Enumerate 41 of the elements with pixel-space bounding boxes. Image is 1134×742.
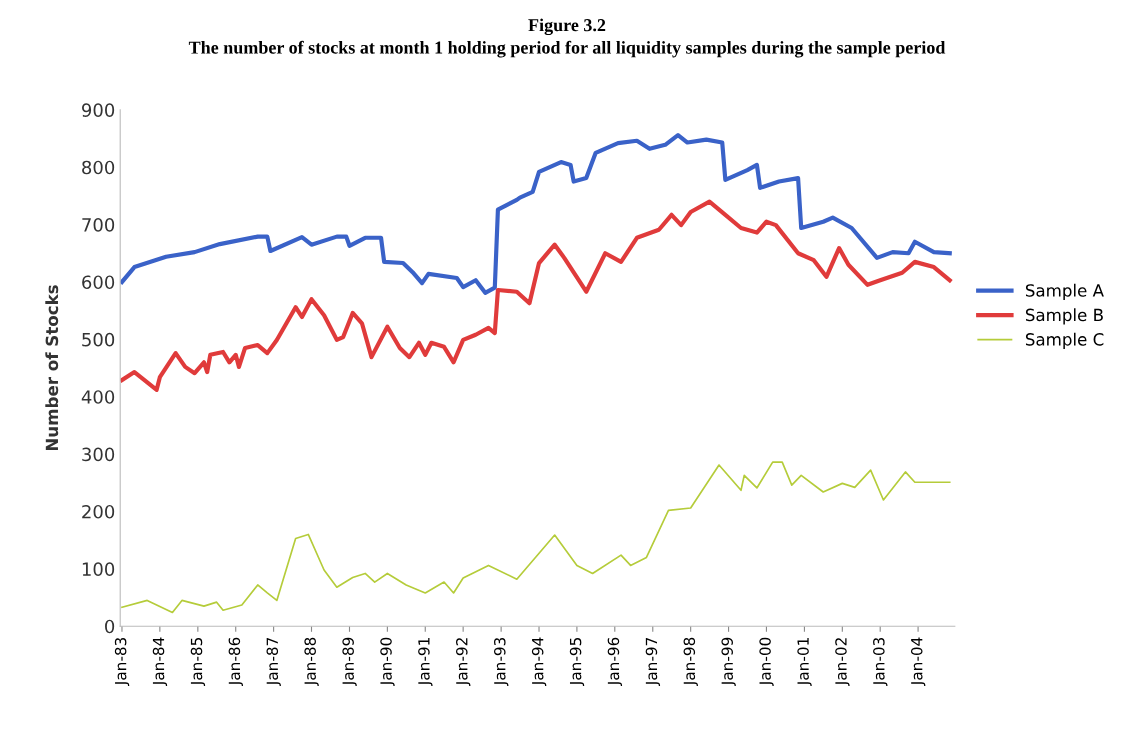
x-tick-label: Jan-89: [342, 637, 357, 686]
x-tick-label: Jan-92: [456, 638, 471, 686]
y-tick-label: 400: [81, 390, 115, 404]
x-tick-label: Jan-95: [569, 638, 585, 686]
x-tick-label: Jan-91: [418, 638, 433, 686]
line-series: [120, 199, 952, 392]
x-tick-label: Jan-96: [607, 637, 623, 686]
y-tick-label: 0: [105, 619, 115, 634]
x-tick-label: Jan-83: [114, 637, 130, 686]
chart-subtitle: The number of stocks at month 1 holding period for all liquidity samples during the sample period: [188, 40, 946, 58]
x-tick-label: Jan-04: [910, 637, 926, 686]
x-tick-label: Jan-02: [835, 638, 850, 686]
x-tick-label: Jan-94: [531, 637, 547, 686]
x-tick-label: Jan-99: [721, 637, 736, 686]
legend-label: Sample B: [1025, 308, 1103, 325]
x-tick-label: Jan-03: [873, 637, 888, 686]
y-tick-label: 900: [82, 103, 115, 117]
y-tick-label: 300: [82, 447, 115, 462]
y-axis-title: Number of Stocks: [45, 285, 59, 451]
x-tick-label: Jan-97: [645, 637, 661, 686]
x-tick-label: Jan-87: [266, 637, 281, 686]
x-tick-label: Jan-88: [304, 637, 319, 686]
y-tick-label: 500: [82, 332, 115, 347]
line-series: [120, 132, 952, 295]
x-tick-label: Jan-85: [190, 638, 206, 686]
y-tick-label: 200: [82, 504, 115, 519]
legend-label: Sample A: [1025, 283, 1104, 300]
y-tick-label: 600: [82, 275, 115, 290]
line-series: [121, 461, 951, 614]
y-tick-label: 800: [82, 160, 115, 175]
legend-label: Sample C: [1025, 332, 1104, 349]
x-tick-label: Jan-01: [797, 638, 812, 686]
y-tick-label: 700: [82, 218, 115, 232]
chart-title: Figure 3.2: [528, 18, 606, 36]
x-tick-label: Jan-90: [380, 637, 395, 686]
x-tick-label: Jan-98: [683, 637, 698, 686]
x-tick-label: Jan-84: [152, 637, 168, 686]
x-tick-label: Jan-00: [759, 637, 774, 686]
x-tick-label: Jan-86: [228, 637, 243, 686]
y-tick-label: 100: [82, 562, 115, 576]
x-tick-label: Jan-93: [494, 637, 509, 686]
